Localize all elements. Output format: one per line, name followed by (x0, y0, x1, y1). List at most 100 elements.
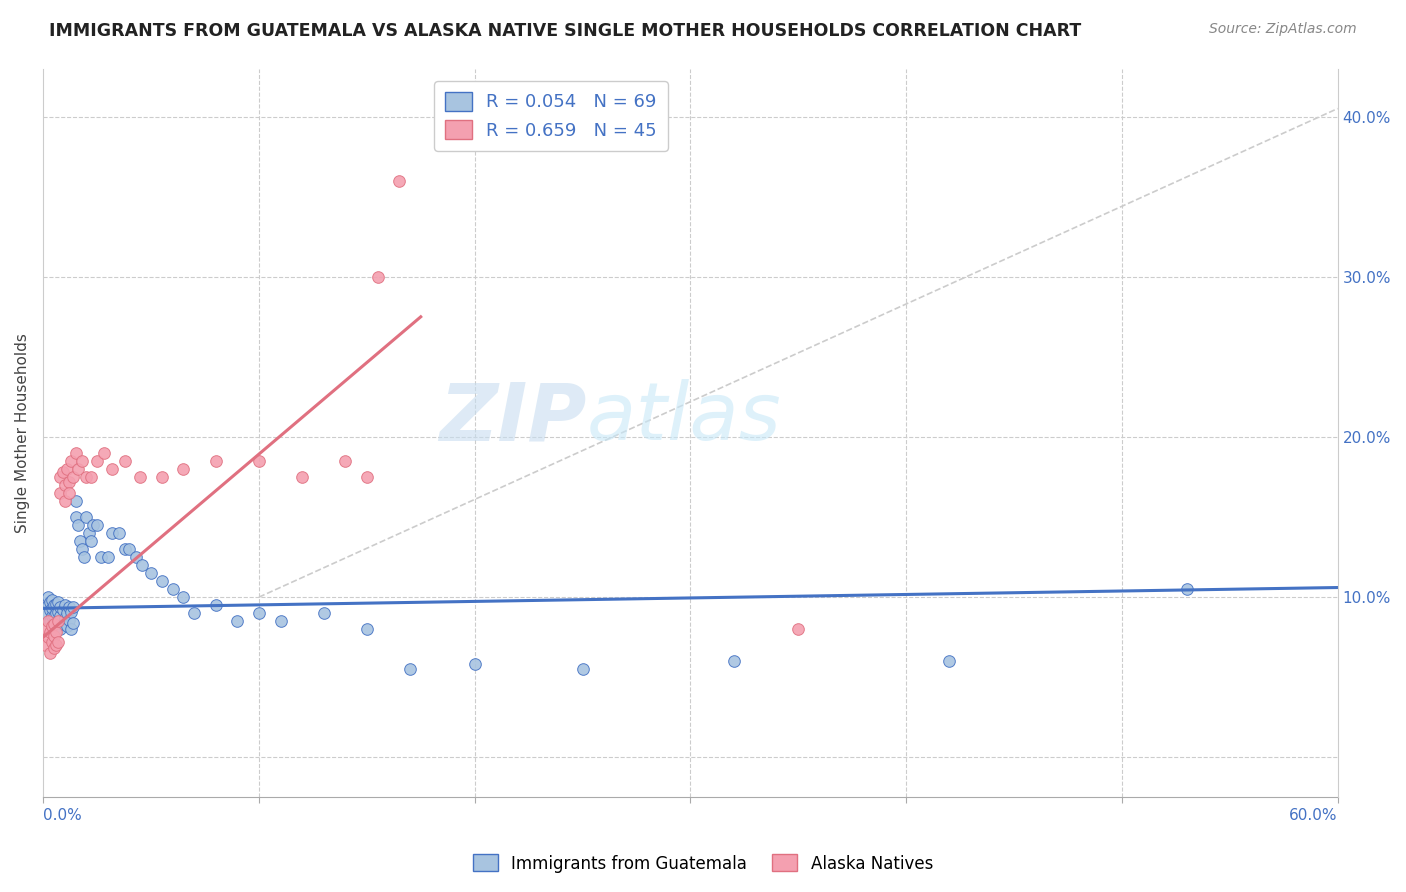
Point (45, 638, 67, 652)
Point (69, 534, 91, 549)
Point (291, 470, 314, 484)
Point (101, 462, 124, 476)
Point (114, 454, 136, 468)
Point (60, 622, 83, 636)
Point (70, 454, 93, 468)
Point (464, 657, 486, 672)
Point (46, 605, 69, 619)
Point (53, 611, 76, 625)
Point (1175, 582, 1198, 596)
Point (162, 582, 184, 596)
Point (139, 566, 162, 580)
Point (34, 606, 56, 620)
Point (37, 590, 59, 604)
Point (49, 470, 72, 484)
Point (37, 598, 59, 612)
Point (75, 510, 97, 524)
Point (62, 470, 84, 484)
Point (56, 619, 79, 633)
Point (129, 470, 152, 484)
Point (172, 462, 194, 476)
Point (53, 598, 76, 612)
Point (356, 470, 378, 484)
Point (46, 614, 69, 628)
Text: ZIP: ZIP (440, 379, 586, 458)
Point (62, 615, 84, 630)
Point (45, 597, 67, 611)
Point (86, 518, 108, 533)
Point (247, 454, 270, 468)
Point (41, 635, 63, 649)
Point (65, 510, 87, 524)
Point (58, 486, 80, 500)
Point (62, 599, 84, 614)
Point (183, 606, 205, 620)
Point (52, 603, 75, 617)
Point (723, 654, 745, 668)
Point (75, 470, 97, 484)
Y-axis label: Single Mother Households: Single Mother Households (15, 333, 30, 533)
Point (66, 462, 89, 476)
Point (118, 542, 141, 557)
Point (131, 558, 153, 573)
Point (938, 654, 960, 668)
Text: 0.0%: 0.0% (44, 808, 82, 823)
Point (52, 465, 75, 479)
Point (101, 526, 124, 541)
Point (399, 662, 422, 676)
Point (77, 526, 100, 541)
Point (82, 518, 104, 533)
Point (107, 526, 129, 541)
Point (45, 625, 67, 640)
Point (58, 475, 80, 489)
Point (53, 494, 76, 508)
Point (270, 614, 292, 628)
Point (34, 622, 56, 636)
Point (49, 609, 72, 624)
Point (388, 174, 411, 188)
Point (97, 550, 120, 565)
Point (42, 598, 65, 612)
Point (41, 593, 63, 607)
Point (42, 641, 65, 656)
Point (56, 462, 79, 476)
Point (60, 605, 83, 619)
Text: atlas: atlas (586, 379, 782, 458)
Point (38, 625, 60, 640)
Text: IMMIGRANTS FROM GUATEMALA VS ALASKA NATIVE SINGLE MOTHER HOUSEHOLDS CORRELATION : IMMIGRANTS FROM GUATEMALA VS ALASKA NATI… (49, 22, 1081, 40)
Point (66, 518, 89, 533)
Point (150, 574, 173, 588)
Point (114, 542, 136, 557)
Point (41, 619, 63, 633)
Point (49, 486, 72, 500)
Point (58, 613, 80, 627)
Point (79, 470, 101, 484)
Point (65, 494, 87, 508)
Point (34, 638, 56, 652)
Point (226, 614, 249, 628)
Point (150, 470, 173, 484)
Point (38, 646, 60, 660)
Point (37, 614, 59, 628)
Point (42, 617, 65, 632)
Point (46, 635, 69, 649)
Point (46, 614, 69, 628)
Point (56, 606, 79, 620)
Point (204, 598, 226, 612)
Legend: R = 0.054   N = 69, R = 0.659   N = 45: R = 0.054 N = 69, R = 0.659 N = 45 (434, 81, 668, 151)
Point (204, 454, 226, 468)
Point (41, 609, 63, 624)
Point (86, 454, 108, 468)
Point (60, 454, 83, 468)
Point (90, 550, 112, 565)
Legend: Immigrants from Guatemala, Alaska Natives: Immigrants from Guatemala, Alaska Native… (467, 847, 939, 880)
Point (58, 599, 80, 614)
Point (79, 534, 101, 549)
Point (247, 606, 270, 620)
Point (70, 542, 93, 557)
Point (93, 446, 115, 460)
Point (42, 629, 65, 643)
Point (172, 590, 194, 604)
Point (42, 617, 65, 632)
Text: Source: ZipAtlas.com: Source: ZipAtlas.com (1209, 22, 1357, 37)
